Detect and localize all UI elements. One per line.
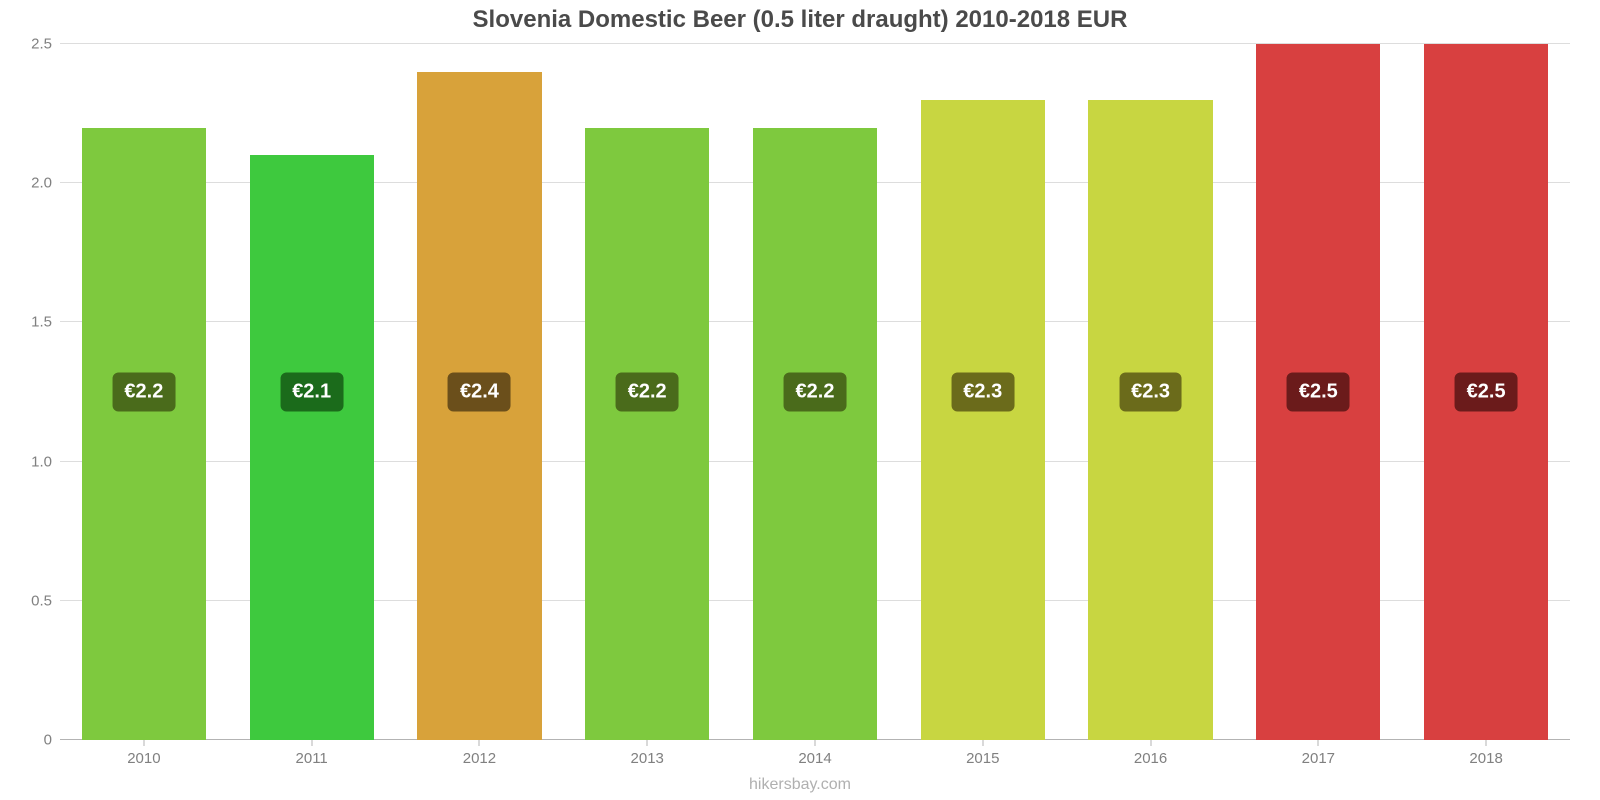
value-label-anchor: €2.2	[112, 373, 175, 412]
bar	[250, 155, 374, 740]
value-label: €2.3	[951, 373, 1014, 412]
value-label: €2.2	[112, 373, 175, 412]
value-label-anchor: €2.5	[1455, 373, 1518, 412]
x-tick	[647, 740, 648, 746]
x-tick	[311, 740, 312, 746]
x-tick-label: 2012	[463, 750, 496, 767]
chart-container: Slovenia Domestic Beer (0.5 liter draugh…	[0, 0, 1600, 800]
x-tick	[815, 740, 816, 746]
bar	[921, 100, 1045, 740]
value-label-anchor: €2.5	[1287, 373, 1350, 412]
x-tick-label: 2017	[1302, 750, 1335, 767]
value-label: €2.5	[1455, 373, 1518, 412]
y-tick-label: 0.5	[16, 592, 52, 609]
y-tick-label: 0	[16, 732, 52, 749]
x-tick	[143, 740, 144, 746]
x-tick	[982, 740, 983, 746]
x-tick	[1318, 740, 1319, 746]
value-label: €2.4	[448, 373, 511, 412]
x-tick	[479, 740, 480, 746]
x-tick-label: 2011	[296, 750, 328, 767]
value-label: €2.1	[280, 373, 343, 412]
x-tick-label: 2018	[1469, 750, 1502, 767]
value-label-anchor: €2.2	[616, 373, 679, 412]
x-tick-label: 2015	[966, 750, 999, 767]
x-tick	[1150, 740, 1151, 746]
y-tick-label: 2.0	[16, 175, 52, 192]
bar	[1088, 100, 1212, 740]
value-label: €2.2	[616, 373, 679, 412]
value-label-anchor: €2.3	[951, 373, 1014, 412]
x-tick-label: 2014	[798, 750, 831, 767]
value-label: €2.5	[1287, 373, 1350, 412]
plot-area: 00.51.01.52.02.5€2.22010€2.12011€2.42012…	[60, 44, 1570, 740]
x-tick-label: 2013	[631, 750, 664, 767]
bar	[585, 128, 709, 740]
bar	[753, 128, 877, 740]
x-tick-label: 2010	[127, 750, 160, 767]
value-label: €2.2	[784, 373, 847, 412]
attribution-text: hikersbay.com	[0, 776, 1600, 794]
value-label-anchor: €2.1	[280, 373, 343, 412]
value-label-anchor: €2.4	[448, 373, 511, 412]
x-tick	[1486, 740, 1487, 746]
x-tick-label: 2016	[1134, 750, 1167, 767]
y-tick-label: 2.5	[16, 36, 52, 53]
value-label-anchor: €2.3	[1119, 373, 1182, 412]
value-label: €2.3	[1119, 373, 1182, 412]
value-label-anchor: €2.2	[784, 373, 847, 412]
bar	[82, 128, 206, 740]
chart-title: Slovenia Domestic Beer (0.5 liter draugh…	[0, 6, 1600, 34]
y-tick-label: 1.5	[16, 314, 52, 331]
y-tick-label: 1.0	[16, 453, 52, 470]
